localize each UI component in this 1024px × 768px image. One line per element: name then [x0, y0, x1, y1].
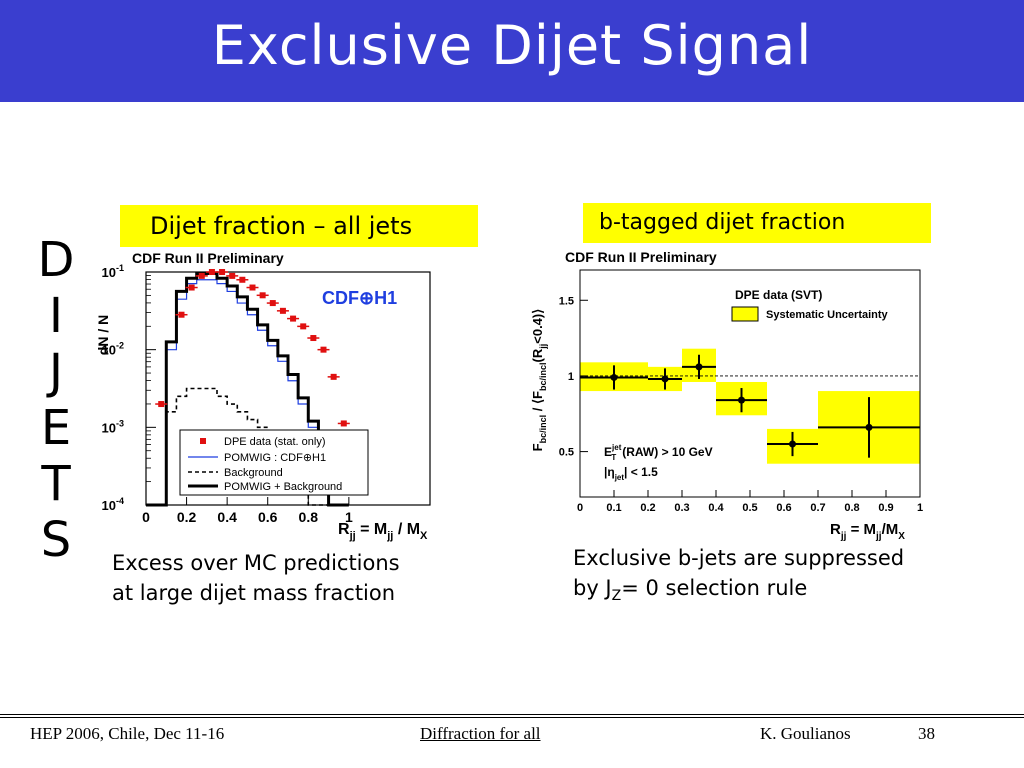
dijet-fraction-chart: CDF Run II Preliminary dN / N CDF⊕H1 0 0.…: [95, 250, 431, 542]
x-tick-label: 0.2: [177, 509, 197, 525]
legend: DPE data (SVT) Systematic Uncertainty: [731, 288, 889, 322]
x-tick-label: 0.1: [606, 502, 621, 514]
footer-author: K. Goulianos: [760, 724, 851, 743]
x-tick-label: 0.2: [640, 502, 655, 514]
x-axis-label: Rjj = Mjj/MX: [830, 521, 905, 542]
data-point: [340, 420, 347, 427]
legend-label: POMWIG + Background: [224, 481, 342, 493]
data-point: [330, 373, 337, 380]
plot-frame: [145, 271, 431, 506]
data-point: [290, 315, 297, 322]
legend-label: DPE data (stat. only): [224, 436, 326, 448]
x-tick-label: 0.7: [810, 502, 825, 514]
y-tick-label: 10-1: [102, 263, 124, 280]
legend-syst-label: Systematic Uncertainty: [766, 309, 889, 321]
right-caption-line-2: by JZ= 0 selection rule: [573, 576, 808, 605]
data-point: [310, 335, 317, 342]
footer-divider-2: [0, 717, 1024, 718]
x-tick-label: 0.6: [258, 509, 278, 525]
y-tick-label: 10-3: [102, 418, 124, 435]
data-point: [610, 373, 618, 381]
data-point: [158, 401, 165, 408]
x-tick-label: 0.6: [776, 502, 791, 514]
x-tick-label: 0.8: [844, 502, 859, 514]
footer-title-link[interactable]: Diffraction for all: [420, 724, 541, 743]
left-caption: Excess over MC predictions at large dije…: [112, 548, 400, 608]
x-tick-label: 0.5: [742, 502, 757, 514]
data-point: [219, 269, 226, 275]
svg-text:Fbc/incl / ⟨Fbc/incl(Rjj<0.4)⟩: Fbc/incl / ⟨Fbc/incl(Rjj<0.4)⟩: [530, 309, 548, 452]
data-point: [188, 284, 195, 291]
y-tick-label: 1: [568, 371, 574, 383]
cut-et-text: Ejet T (RAW) > 10 GeV: [604, 443, 713, 462]
legend: DPE data (stat. only) POMWIG : CDF⊕H1 Back…: [179, 429, 369, 496]
chart-title: CDF Run II Preliminary: [565, 249, 717, 265]
data-point: [269, 300, 276, 307]
x-tick-label: 0.9: [878, 502, 893, 514]
x-tick-label: 0: [142, 509, 150, 525]
legend-label: POMWIG : CDF⊕H1: [224, 452, 326, 464]
data-point: [300, 323, 307, 330]
footer-page-number: 38: [918, 724, 935, 743]
x-tick-label: 0.4: [217, 509, 237, 525]
data-point: [239, 276, 246, 283]
vertical-letter-t: T: [41, 456, 71, 512]
data-point: [738, 396, 745, 404]
data-point: [249, 284, 256, 291]
y-tick-label: 10-4: [102, 496, 124, 513]
b-tagged-fraction-chart: CDF Run II Preliminary Fbc/incl / ⟨Fbc/i…: [530, 249, 923, 542]
slide-title: Exclusive Dijet Signal: [211, 14, 813, 77]
left-chart-heading: Dijet fraction – all jets: [120, 205, 478, 247]
vertical-letter-e: E: [40, 400, 72, 456]
footer-divider-1: [0, 714, 1024, 715]
vertical-letter-s: S: [40, 512, 72, 568]
data-point: [198, 272, 205, 279]
left-caption-line-1: Excess over MC predictions: [112, 551, 400, 575]
vertical-letter-d: D: [37, 232, 75, 288]
legend-title: DPE data (SVT): [735, 288, 822, 302]
series-step-dashed: [146, 387, 349, 506]
vertical-letter-j: J: [48, 344, 64, 400]
legend-syst-swatch: [731, 306, 759, 322]
x-tick-label: 1: [345, 509, 353, 525]
x-tick-label: 0: [577, 502, 583, 514]
chart-title: CDF Run II Preliminary: [132, 250, 284, 266]
left-caption-line-2: at large dijet mass fraction: [112, 581, 396, 605]
vertical-letter-i: I: [48, 288, 64, 344]
data-point: [259, 292, 266, 299]
legend-box: [179, 429, 369, 496]
data-point: [661, 375, 669, 383]
legend-label: Background: [224, 467, 283, 479]
right-caption: Exclusive b-jets are suppressed by JZ= 0…: [573, 543, 904, 611]
data-point: [208, 269, 215, 275]
y-tick-label: 10-2: [102, 341, 124, 358]
footer-event: HEP 2006, Chile, Dec 11-16: [30, 724, 225, 743]
x-tick-label: 0.8: [299, 509, 319, 525]
legend-marker: [200, 438, 206, 444]
data-point: [695, 363, 703, 371]
y-axis-label: Fbc/incl / ⟨Fbc/incl(Rjj<0.4)⟩: [530, 309, 548, 452]
data-point: [279, 307, 286, 314]
data-point: [865, 423, 873, 431]
title-bar: [0, 0, 1024, 102]
y-tick-label: 0.5: [559, 447, 574, 459]
x-tick-label: 0.3: [674, 502, 689, 514]
data-point: [178, 311, 185, 318]
vertical-word: D I J E T S: [28, 232, 84, 568]
data-point: [320, 346, 327, 353]
x-tick-label: 0.4: [708, 502, 724, 514]
data-point: [789, 440, 796, 448]
right-chart-heading: b-tagged dijet fraction: [583, 203, 931, 243]
data-point: [229, 272, 236, 279]
x-tick-label: 1: [917, 502, 923, 514]
cut-eta-text: |ηjet| < 1.5: [604, 465, 658, 482]
series-step-thick: [146, 272, 349, 507]
x-axis-label: Rjj = Mjj / MX: [338, 521, 428, 542]
y-tick-label: 1.5: [559, 295, 574, 307]
cdf-h1-annotation: CDF⊕H1: [322, 288, 397, 308]
y-axis-label: dN / N: [95, 315, 111, 355]
right-caption-line-1: Exclusive b-jets are suppressed: [573, 546, 905, 570]
